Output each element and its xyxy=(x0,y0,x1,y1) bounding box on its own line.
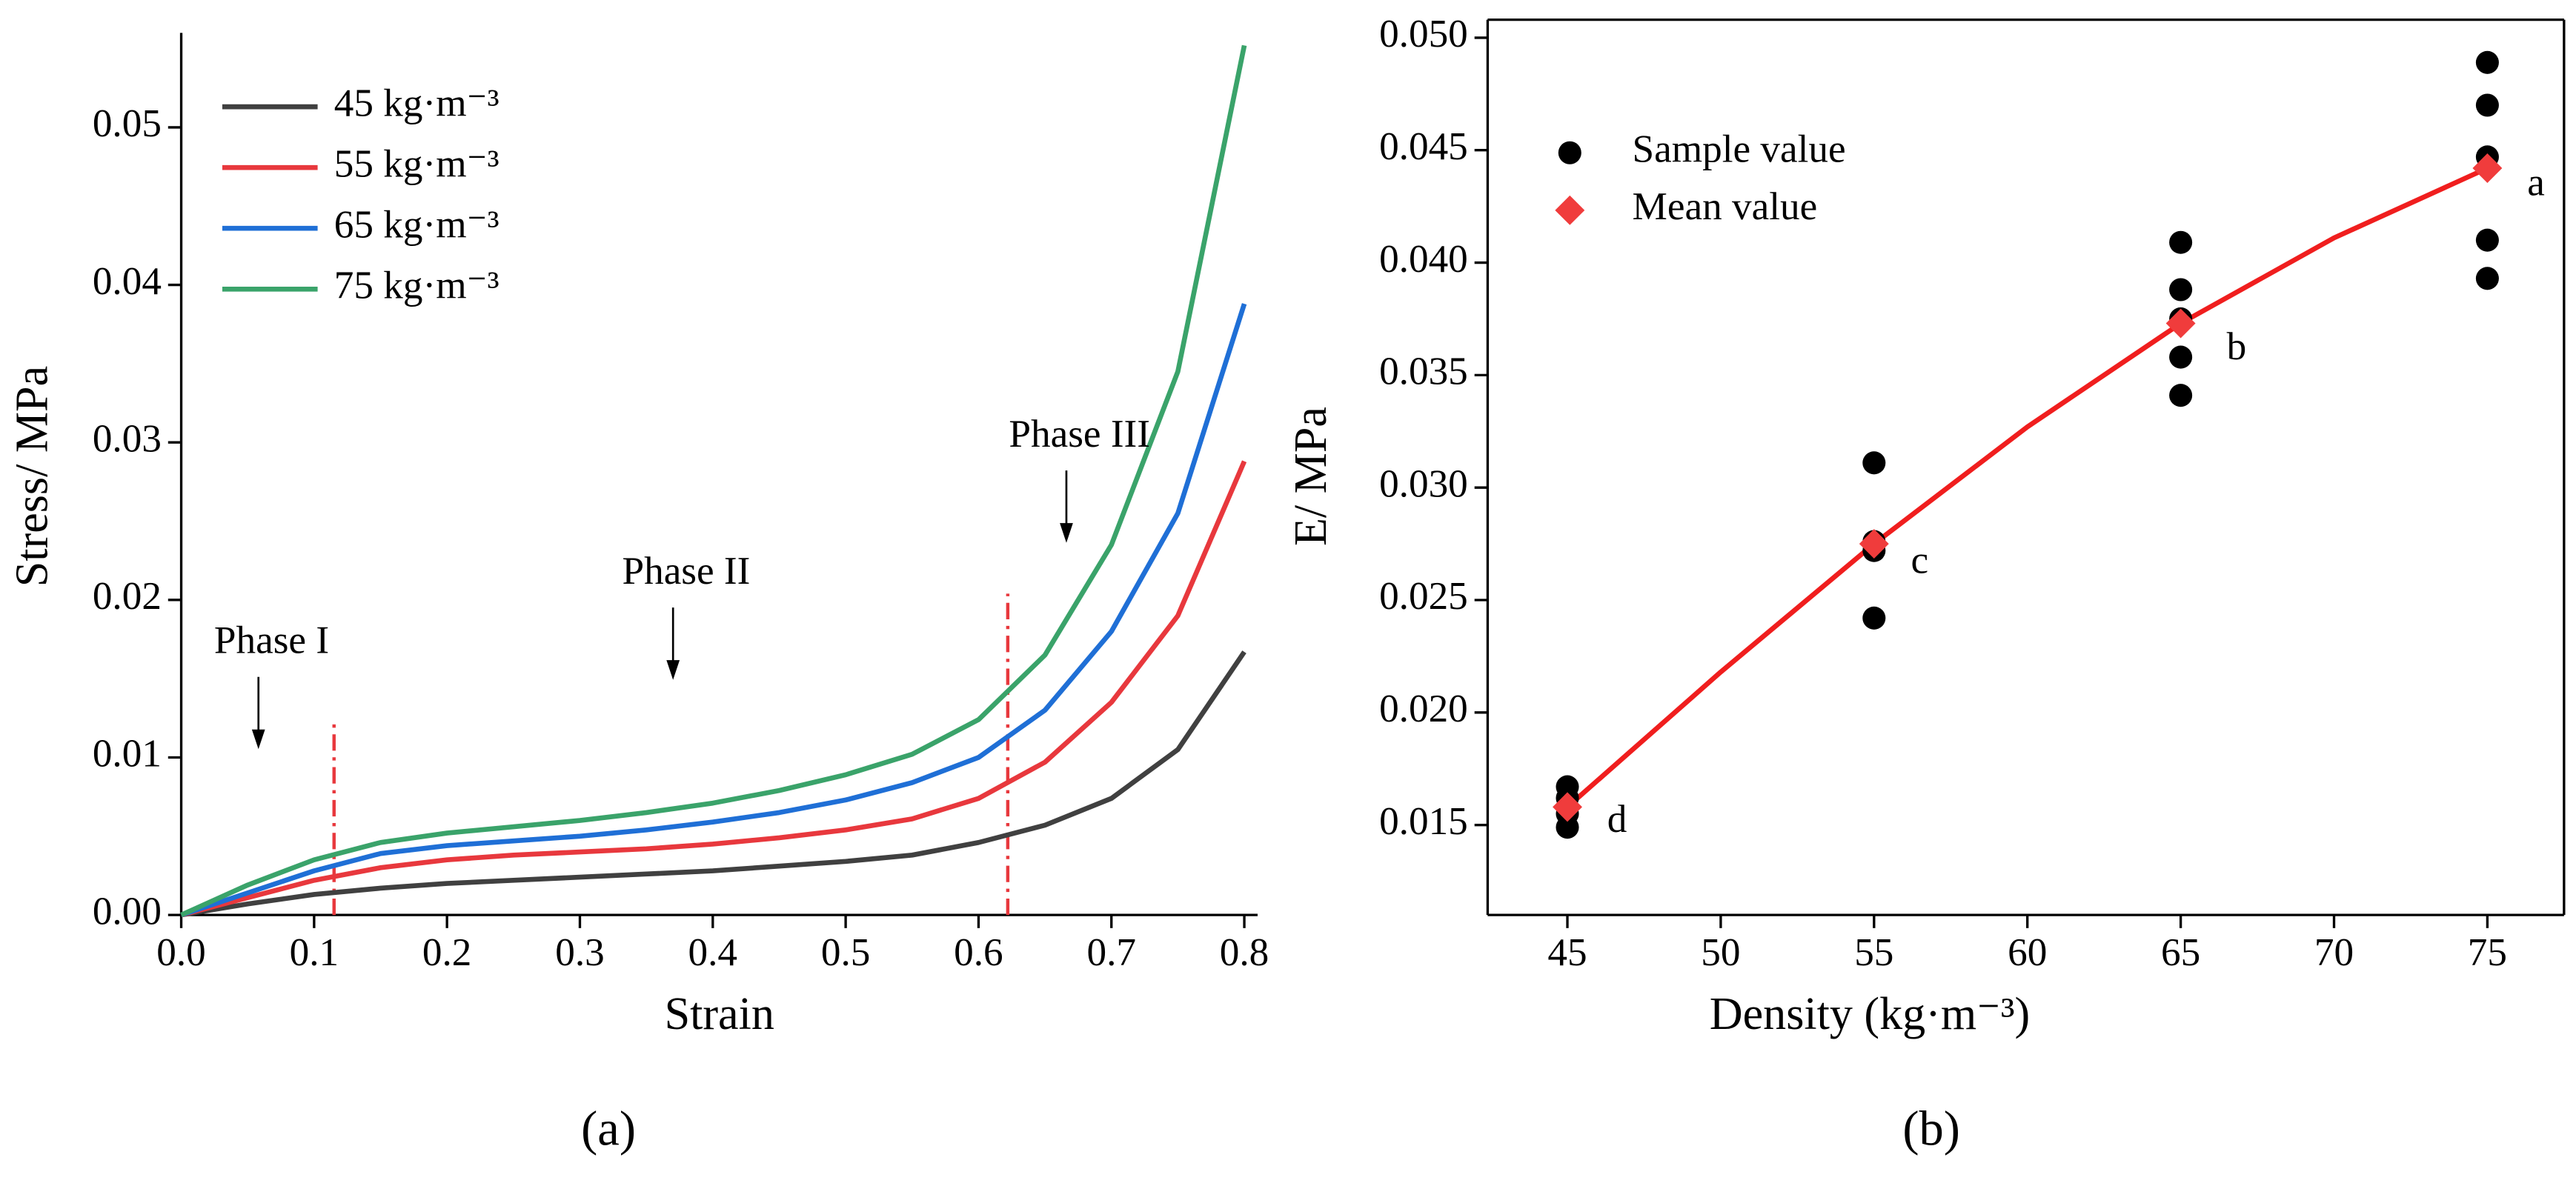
panel-label: (a) xyxy=(581,1102,636,1156)
y-tick-label: 0.050 xyxy=(1379,12,1468,56)
x-tick-label: 0.4 xyxy=(688,930,738,974)
arrow-head xyxy=(1060,523,1073,543)
y-tick-label: 0.03 xyxy=(93,416,162,460)
sample-point xyxy=(2475,267,2499,290)
legend-swatch xyxy=(1558,141,1581,164)
sample-point xyxy=(1556,816,1579,839)
arrow-head xyxy=(666,660,680,680)
y-axis-title: E/ MPa xyxy=(1286,407,1336,546)
x-tick-label: 0.0 xyxy=(156,930,206,974)
mean-point xyxy=(2472,153,2503,183)
annotation: a xyxy=(2527,161,2545,204)
annotation: Phase III xyxy=(1009,412,1150,456)
x-tick-label: 60 xyxy=(2008,930,2047,974)
series-line xyxy=(180,303,1247,918)
legend-label: 45 kg·m⁻³ xyxy=(334,81,499,124)
chart: 0.0 0.1 0.2 0.3 0.4 0.5 0.6 0.7 0.8 0.00 0.01 0.02 0… xyxy=(7,33,1269,1156)
y-tick-label: 0.04 xyxy=(93,259,162,303)
x-tick-label: 0.1 xyxy=(290,930,339,974)
y-tick-label: 0.035 xyxy=(1379,350,1468,393)
y-tick-label: 0.040 xyxy=(1379,237,1468,281)
legend-label: Mean value xyxy=(1633,184,1818,228)
y-tick-label: 0.030 xyxy=(1379,462,1468,505)
legend-swatch xyxy=(1555,195,1585,225)
sample-point xyxy=(1862,606,1886,630)
sample-point xyxy=(2475,228,2499,252)
series-line xyxy=(180,44,1247,918)
legend-label: 55 kg·m⁻³ xyxy=(334,141,499,185)
x-tick-label: 75 xyxy=(2468,930,2507,974)
y-tick-label: 0.020 xyxy=(1379,687,1468,730)
y-tick-label: 0.01 xyxy=(93,732,162,776)
sample-point xyxy=(2169,278,2193,302)
annotation: Phase I xyxy=(214,619,329,662)
sample-point xyxy=(1862,451,1886,475)
series-line xyxy=(181,650,1246,918)
mean-point xyxy=(2165,308,2196,339)
sample-point xyxy=(2475,93,2499,117)
x-tick-label: 55 xyxy=(1854,930,1893,974)
legend-label: 75 kg·m⁻³ xyxy=(334,263,499,307)
x-tick-label: 70 xyxy=(2314,930,2354,974)
y-tick-label: 0.045 xyxy=(1379,124,1468,168)
legend-label: 65 kg·m⁻³ xyxy=(334,202,499,246)
x-tick-label: 45 xyxy=(1547,930,1587,974)
x-tick-label: 0.5 xyxy=(821,930,871,974)
legend-label: Sample value xyxy=(1633,127,1846,170)
annotation: b xyxy=(2227,324,2247,368)
sample-point xyxy=(2169,384,2193,407)
x-tick-label: 0.7 xyxy=(1086,930,1136,974)
x-tick-label: 0.3 xyxy=(555,930,605,974)
y-tick-label: 0.02 xyxy=(93,574,162,618)
chart: 45 50 55 60 65 70 75 0.015 0.020 0.025 0.030 0.035 0… xyxy=(1286,12,2566,1156)
x-axis-title: Density (kg·m⁻³) xyxy=(1710,989,2030,1039)
x-tick-label: 0.2 xyxy=(422,930,472,974)
x-tick-label: 0.8 xyxy=(1220,930,1269,974)
series-line xyxy=(180,460,1247,918)
x-tick-label: 0.6 xyxy=(954,930,1003,974)
y-axis-title: Stress/ MPa xyxy=(7,366,58,587)
y-tick-label: 0.05 xyxy=(93,101,162,145)
annotation: d xyxy=(1607,797,1627,841)
x-tick-label: 65 xyxy=(2161,930,2200,974)
y-tick-label: 0.025 xyxy=(1379,574,1468,618)
sample-point xyxy=(2169,230,2193,254)
panel-label: (b) xyxy=(1902,1102,1960,1156)
y-tick-label: 0.015 xyxy=(1379,799,1468,843)
sample-point xyxy=(2169,345,2193,369)
sample-point xyxy=(2475,50,2499,74)
arrow-head xyxy=(251,729,265,750)
annotation: c xyxy=(1911,539,1928,582)
annotation: Phase II xyxy=(623,549,751,593)
x-tick-label: 50 xyxy=(1701,930,1740,974)
y-tick-label: 0.00 xyxy=(93,889,162,933)
series-line xyxy=(1565,165,2489,809)
x-axis-title: Strain xyxy=(665,989,774,1039)
